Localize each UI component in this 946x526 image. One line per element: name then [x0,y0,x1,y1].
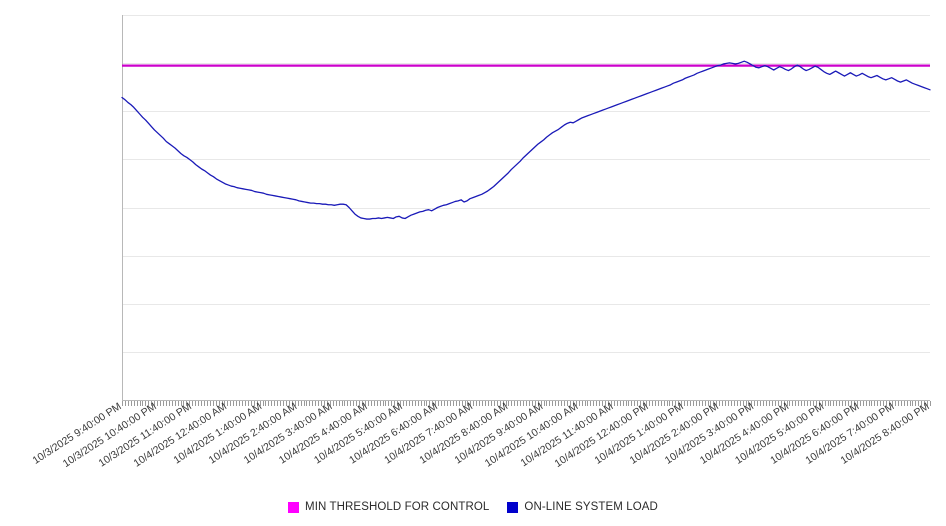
legend-item-on-line-system-load[interactable]: ON-LINE SYSTEM LOAD [507,501,658,513]
gridlines-group [122,15,930,353]
load-line [121,60,931,220]
chart-legend: MIN THRESHOLD FOR CONTROL ON-LINE SYSTEM… [0,496,946,518]
legend-label-min-threshold-for-control: MIN THRESHOLD FOR CONTROL [305,501,490,513]
legend-item-min-threshold-for-control[interactable]: MIN THRESHOLD FOR CONTROL [288,501,489,513]
legend-swatch-min-threshold-for-control [288,501,300,513]
series-group [121,60,931,220]
legend-label-on-line-system-load: ON-LINE SYSTEM LOAD [524,501,658,513]
axis-group [122,15,930,401]
legend-swatch-on-line-system-load [507,501,519,513]
x-axis-minor-ticks [122,401,931,406]
